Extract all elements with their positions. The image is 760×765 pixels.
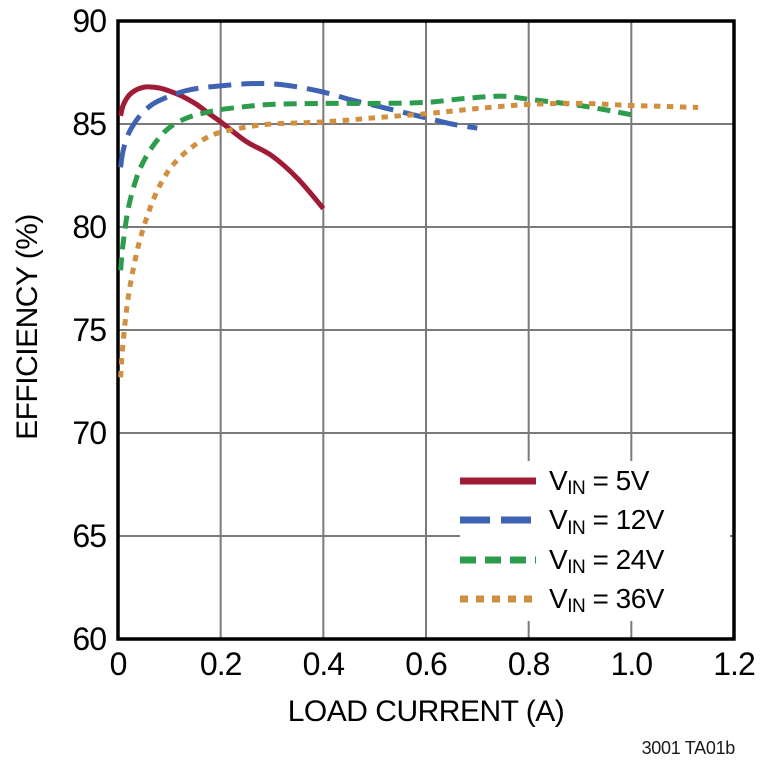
x-tick-label: 1.0 bbox=[611, 646, 653, 682]
legend-label-vin-5v: VIN = 5V bbox=[549, 465, 649, 500]
y-tick-label: 80 bbox=[72, 209, 106, 245]
legend-label-vin-12v: VIN = 12V bbox=[549, 504, 664, 539]
y-tick-label: 65 bbox=[72, 518, 106, 554]
x-tick-label: 1.2 bbox=[713, 646, 755, 682]
y-tick-label: 75 bbox=[72, 312, 106, 348]
legend-swatch-vin-24v bbox=[460, 556, 536, 564]
legend-entry-vin-24v: VIN = 24V bbox=[460, 542, 730, 578]
y-tick-label: 90 bbox=[72, 3, 106, 39]
x-axis-title: LOAD CURRENT (A) bbox=[287, 695, 565, 728]
legend-swatch-vin-12v bbox=[460, 516, 536, 524]
y-tick-label: 85 bbox=[72, 106, 106, 142]
x-tick-label: 0.6 bbox=[405, 646, 447, 682]
gridlines bbox=[118, 21, 734, 639]
series-line-vin-24v bbox=[118, 93, 632, 271]
legend-entry-vin-12v: VIN = 12V bbox=[460, 502, 730, 538]
legend-entry-vin-5v: VIN = 5V bbox=[460, 463, 730, 499]
y-tick-labels: 60 65 70 75 80 85 90 bbox=[72, 3, 107, 657]
figure-caption: 3001 TA01b bbox=[641, 738, 736, 758]
x-tick-label: 0.8 bbox=[508, 646, 550, 682]
legend-entry-vin-36v: VIN = 36V bbox=[460, 581, 730, 617]
legend: VIN = 5V VIN = 12V VIN = 24V VIN = 36V bbox=[460, 461, 730, 621]
legend-swatch-vin-36v bbox=[460, 595, 536, 603]
x-tick-label: 0.4 bbox=[303, 646, 345, 682]
x-tick-labels: 0 0.2 0.4 0.6 0.8 1.0 1.2 bbox=[110, 646, 756, 682]
plot-frame bbox=[116, 19, 736, 641]
x-tick-label: 0 bbox=[110, 646, 127, 682]
legend-label-vin-36v: VIN = 36V bbox=[549, 582, 664, 618]
x-tick-label: 0.2 bbox=[200, 646, 242, 682]
y-axis-title: EFFICIENCY (%) bbox=[11, 214, 44, 440]
y-tick-label: 60 bbox=[72, 621, 106, 657]
series-line-vin-12v bbox=[118, 81, 478, 168]
series-line-vin-36v bbox=[118, 100, 699, 378]
legend-swatch-vin-5v bbox=[460, 477, 536, 485]
legend-label-vin-24v: VIN = 24V bbox=[549, 543, 664, 578]
series-line-vin-5v bbox=[118, 84, 326, 211]
y-tick-label: 70 bbox=[72, 415, 106, 451]
